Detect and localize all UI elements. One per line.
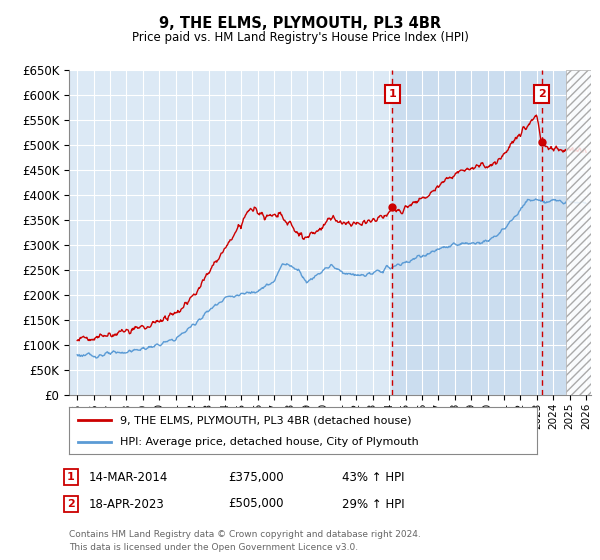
Text: 2: 2: [538, 90, 545, 99]
Bar: [566, 70, 591, 395]
Text: £505,000: £505,000: [228, 497, 284, 511]
Bar: [392, 70, 566, 395]
Text: £375,000: £375,000: [228, 470, 284, 484]
Text: 9, THE ELMS, PLYMOUTH, PL3 4BR (detached house): 9, THE ELMS, PLYMOUTH, PL3 4BR (detached…: [121, 415, 412, 425]
Text: 43% ↑ HPI: 43% ↑ HPI: [342, 470, 404, 484]
Text: Price paid vs. HM Land Registry's House Price Index (HPI): Price paid vs. HM Land Registry's House …: [131, 31, 469, 44]
Text: 29% ↑ HPI: 29% ↑ HPI: [342, 497, 404, 511]
Text: 9, THE ELMS, PLYMOUTH, PL3 4BR: 9, THE ELMS, PLYMOUTH, PL3 4BR: [159, 16, 441, 31]
Text: 1: 1: [67, 472, 74, 482]
Bar: [566, 70, 591, 395]
Text: Contains HM Land Registry data © Crown copyright and database right 2024.: Contains HM Land Registry data © Crown c…: [69, 530, 421, 539]
Text: This data is licensed under the Open Government Licence v3.0.: This data is licensed under the Open Gov…: [69, 543, 358, 552]
Text: 18-APR-2023: 18-APR-2023: [89, 497, 164, 511]
Text: 2: 2: [67, 499, 74, 509]
Text: 14-MAR-2014: 14-MAR-2014: [89, 470, 168, 484]
Text: 1: 1: [389, 90, 396, 99]
Text: HPI: Average price, detached house, City of Plymouth: HPI: Average price, detached house, City…: [121, 437, 419, 447]
